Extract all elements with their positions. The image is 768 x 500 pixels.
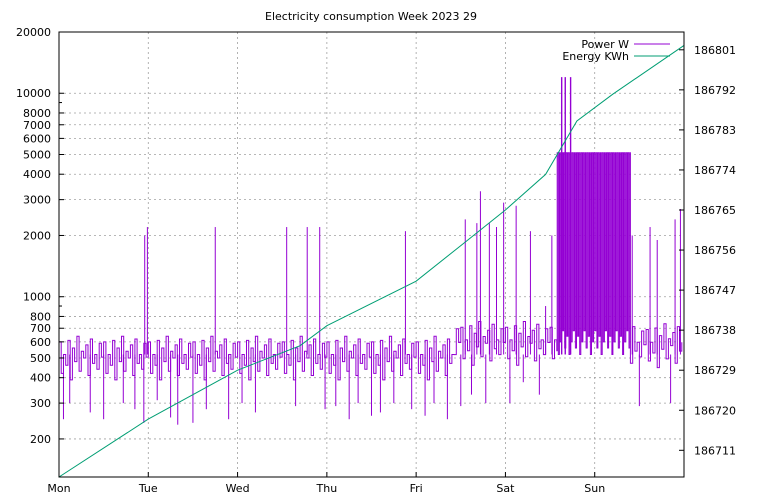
y-tick-label: 600 [30,336,51,349]
y-tick-label: 200 [30,433,51,446]
y-tick-label: 2000 [23,229,51,242]
x-tick-label: Wed [226,482,250,495]
y2-tick-label: 186801 [694,44,736,57]
legend-energy-label: Energy KWh [562,50,629,63]
legend: Power W Energy KWh [562,38,670,63]
y2-tick-label: 186774 [694,164,736,177]
x-tick-label: Sat [496,482,515,495]
series-group [58,44,685,478]
y2-tick-label: 186729 [694,364,736,377]
y2-tick-label: 186720 [694,404,736,417]
y-tick-label: 10000 [16,87,51,100]
y-tick-label: 8000 [23,107,51,120]
y2-tick-label: 186792 [694,84,736,97]
x-tick-label: Fri [410,482,423,495]
y-tick-label: 7000 [23,119,51,132]
y-tick-label: 6000 [23,132,51,145]
y2-tick-label: 186783 [694,124,736,137]
legend-power-label: Power W [581,38,629,51]
y-tick-label: 700 [30,322,51,335]
y2-tick-label: 186711 [694,444,736,457]
x-tick-label: Sun [584,482,605,495]
y2-tick-label: 186747 [694,284,736,297]
y-tick-label: 1000 [23,291,51,304]
plot-frame [58,31,685,478]
y-tick-label: 20000 [16,26,51,39]
x-tick-label: Mon [47,482,70,495]
y2-tick-label: 186756 [694,244,736,257]
y2-tick-label: 186738 [694,324,736,337]
y-tick-label: 400 [30,372,51,385]
y-tick-label: 800 [30,310,51,323]
x-tick-label: Thu [316,482,338,495]
y-tick-label: 300 [30,397,51,410]
series-energy-line [58,44,685,478]
y-tick-label: 5000 [23,148,51,161]
x-tick-label: Tue [138,482,158,495]
y-tick-label: 500 [30,352,51,365]
chart-title: Electricity consumption Week 2023 29 [265,10,477,23]
y-tick-label: 3000 [23,194,51,207]
y2-tick-label: 186765 [694,204,736,217]
y-tick-label: 4000 [23,168,51,181]
